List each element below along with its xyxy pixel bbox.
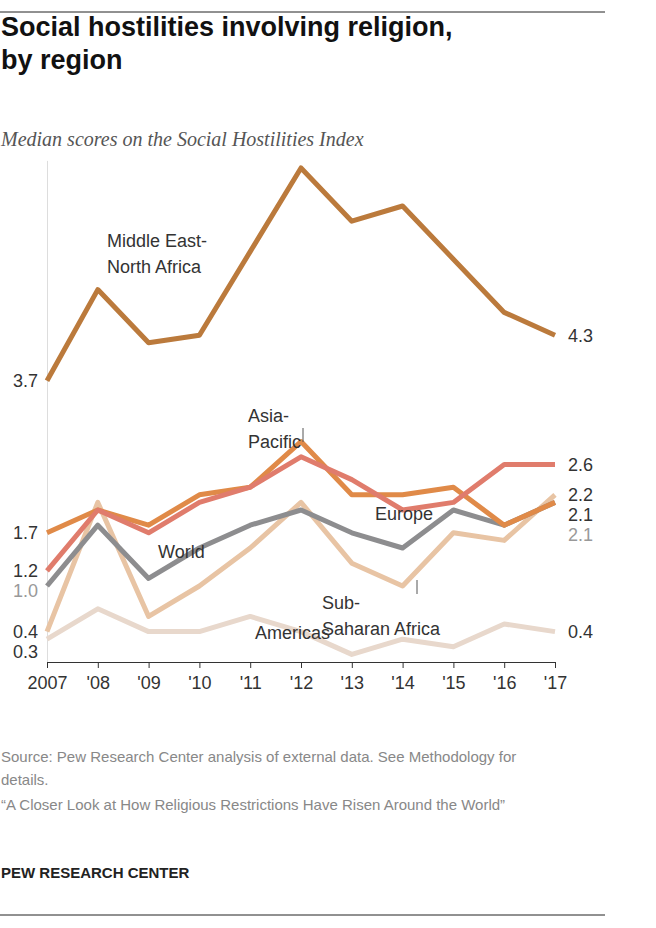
- x-tick: '08: [87, 662, 110, 693]
- title: Social hostilities involving religion,by…: [1, 12, 453, 75]
- text-line: details.: [1, 771, 49, 788]
- chart: Social hostilities involving religion,by…: [0, 0, 656, 928]
- x-tick-mark: [149, 662, 150, 668]
- series-name-line: Americas: [255, 623, 330, 643]
- x-tick-label: '11: [240, 673, 262, 693]
- x-tick: 2007: [27, 662, 67, 693]
- x-tick-label: '08: [87, 673, 110, 693]
- x-axis: 2007 '08 '09 '10 '11 '12 '13 '14 '15 '16 '17: [27, 662, 567, 693]
- note: “A Closer Look at How Religious Restrict…: [1, 796, 505, 813]
- plot-area: [47, 168, 555, 654]
- data-label: 0.3: [13, 642, 38, 662]
- series-name-line: Pacific: [248, 432, 301, 452]
- x-tick: '13: [341, 662, 364, 693]
- series-name: Sub- Saharan Africa: [322, 593, 441, 639]
- subtitle: Median scores on the Social Hostilities …: [0, 128, 364, 150]
- series-name-line: Sub-: [322, 593, 360, 613]
- leader-line: [417, 580, 418, 594]
- data-label: 1.0: [13, 581, 38, 601]
- series-name-line: North Africa: [107, 257, 202, 277]
- series-line: [47, 168, 555, 381]
- text-line: Source: Pew Research Center analysis of …: [1, 748, 516, 765]
- y-axis-line: [47, 161, 48, 663]
- series-name-line: Europe: [375, 504, 433, 524]
- y-axis: [47, 161, 48, 663]
- x-tick: '10: [188, 662, 211, 693]
- data-label: 2.1: [568, 505, 593, 525]
- x-tick: '11: [240, 662, 262, 693]
- x-tick-mark: [403, 662, 404, 668]
- x-tick-label: 2007: [27, 673, 67, 693]
- source: Source: Pew Research Center analysis of …: [1, 748, 516, 788]
- series-line: [47, 457, 555, 571]
- x-tick: '15: [442, 662, 465, 693]
- x-tick-label: '14: [391, 673, 414, 693]
- data-label: 2.2: [568, 485, 593, 505]
- series-name: Europe: [375, 504, 433, 524]
- series-name: World: [158, 542, 205, 562]
- text-line: Social hostilities involving religion,: [1, 12, 453, 42]
- x-tick-label: '16: [493, 673, 516, 693]
- x-tick: '14: [391, 662, 414, 693]
- x-tick: '16: [493, 662, 516, 693]
- x-tick-mark: [47, 662, 48, 668]
- x-tick: '12: [290, 662, 313, 693]
- x-tick-label: '13: [341, 673, 364, 693]
- series-line: [47, 609, 555, 655]
- x-tick: '17: [544, 662, 567, 693]
- series-name-line: Asia-: [248, 406, 289, 426]
- credit: PEW RESEARCH CENTER: [1, 864, 190, 881]
- data-label: 3.7: [13, 371, 38, 391]
- series-name: Americas: [255, 623, 330, 643]
- data-label: 4.3: [568, 326, 593, 346]
- data-label: 1.2: [13, 561, 38, 581]
- x-tick-mark: [352, 662, 353, 668]
- data-label: 1.7: [13, 523, 38, 543]
- x-tick-mark: [504, 662, 505, 668]
- leader-line: [303, 428, 304, 442]
- series-line: [47, 502, 555, 586]
- x-tick-label: '15: [442, 673, 465, 693]
- data-label: 0.4: [13, 622, 38, 642]
- x-tick-mark: [199, 662, 200, 668]
- x-tick-mark: [453, 662, 454, 668]
- x-tick-mark: [250, 662, 251, 668]
- data-label: 2.1: [568, 525, 593, 545]
- data-label: 2.6: [568, 455, 593, 475]
- x-tick-label: '10: [188, 673, 211, 693]
- series-name-line: World: [158, 542, 205, 562]
- data-label: 0.4: [568, 622, 593, 642]
- series-name-line: Middle East-: [107, 231, 207, 251]
- bottom-rule: [0, 915, 605, 916]
- series-name-line: Saharan Africa: [322, 619, 441, 639]
- x-tick: '09: [137, 662, 160, 693]
- x-tick-label: '12: [290, 673, 313, 693]
- series-name: Middle East- North Africa: [107, 231, 207, 277]
- x-tick-label: '17: [544, 673, 567, 693]
- series-name: Asia- Pacific: [248, 406, 301, 452]
- text-line: “A Closer Look at How Religious Restrict…: [1, 796, 505, 813]
- x-tick-label: '09: [137, 673, 160, 693]
- x-tick-mark: [555, 662, 556, 668]
- x-tick-mark: [301, 662, 302, 668]
- text-line: by region: [1, 45, 123, 75]
- x-tick-mark: [98, 662, 99, 668]
